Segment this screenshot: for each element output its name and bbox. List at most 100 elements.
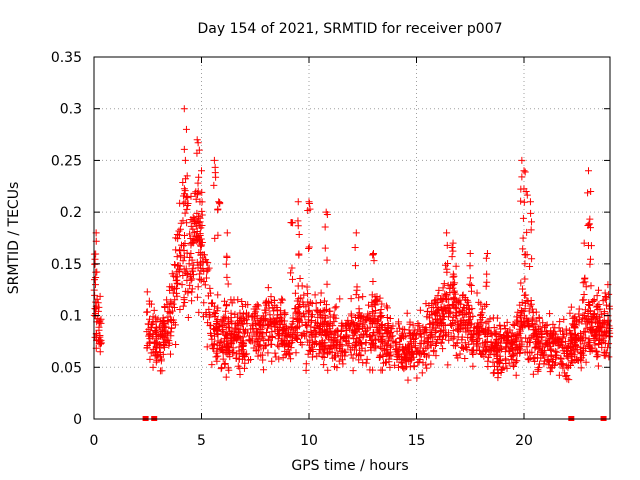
- data-point: [483, 332, 491, 340]
- data-point: [584, 338, 592, 346]
- data-point: [174, 235, 182, 243]
- data-point: [489, 358, 497, 366]
- data-point: [296, 303, 304, 311]
- data-point: [591, 310, 599, 318]
- data-point: [582, 283, 590, 291]
- data-point: [295, 322, 303, 330]
- data-point: [472, 340, 480, 348]
- data-point: [372, 307, 380, 315]
- data-point: [321, 223, 329, 231]
- data-point: [275, 355, 283, 363]
- data-point: [403, 350, 411, 358]
- data-point: [399, 329, 407, 337]
- data-point: [521, 168, 529, 176]
- data-point: [484, 357, 492, 365]
- data-point: [266, 318, 274, 326]
- data-point: [302, 303, 310, 311]
- data-point: [591, 341, 599, 349]
- data-point: [504, 328, 512, 336]
- data-point: [585, 167, 592, 175]
- data-point: [444, 259, 452, 267]
- data-point: [432, 324, 440, 332]
- data-point: [441, 304, 449, 312]
- data-point: [456, 350, 464, 358]
- data-point: [493, 336, 501, 344]
- data-point: [181, 187, 189, 195]
- data-point: [317, 331, 325, 339]
- data-point: [154, 333, 162, 341]
- data-point: [219, 347, 227, 355]
- data-point: [497, 366, 505, 374]
- data-point: [326, 325, 334, 333]
- data-point: [598, 343, 606, 351]
- data-point: [569, 336, 577, 344]
- data-point: [179, 302, 187, 310]
- data-point: [207, 331, 215, 339]
- data-point: [599, 297, 607, 305]
- data-point: [586, 301, 594, 309]
- data-point: [228, 337, 236, 345]
- data-point: [483, 250, 491, 258]
- data-point: [519, 214, 527, 222]
- y-tick-label: 0.15: [51, 257, 82, 273]
- data-point: [594, 305, 602, 313]
- data-point: [587, 282, 595, 290]
- y-tick-label: 0: [73, 412, 82, 428]
- data-point: [188, 275, 196, 283]
- data-point: [260, 316, 268, 324]
- data-point: [351, 341, 359, 349]
- data-point: [366, 317, 374, 325]
- data-point: [416, 356, 424, 364]
- data-point: [359, 324, 367, 332]
- data-point: [596, 313, 604, 321]
- data-point: [196, 270, 204, 278]
- data-point: [323, 256, 331, 264]
- data-point: [338, 356, 346, 364]
- data-point: [551, 338, 559, 346]
- data-point: [205, 264, 213, 272]
- data-point: [468, 337, 476, 345]
- data-point: [294, 303, 302, 311]
- data-point: [262, 299, 270, 307]
- data-point: [202, 274, 210, 282]
- data-point: [362, 338, 370, 346]
- data-point: [198, 167, 205, 175]
- data-point: [448, 253, 456, 261]
- data-point: [475, 334, 483, 342]
- data-point: [594, 351, 602, 359]
- data-point: [182, 175, 190, 183]
- data-point: [473, 323, 481, 331]
- data-point: [489, 369, 497, 377]
- data-point: [288, 323, 296, 331]
- data-point: [436, 328, 444, 336]
- data-point: [468, 349, 476, 357]
- data-point: [372, 296, 380, 304]
- data-point: [258, 332, 266, 340]
- data-point: [213, 349, 221, 357]
- y-axis-label: SRMTID / TECUs: [6, 182, 22, 295]
- data-point: [496, 346, 504, 354]
- data-point: [279, 340, 287, 348]
- data-point: [521, 275, 529, 283]
- data-point: [409, 330, 417, 338]
- data-point: [395, 363, 403, 371]
- data-point: [267, 322, 275, 330]
- data-point: [260, 366, 268, 374]
- data-point: [577, 364, 585, 372]
- data-point: [450, 272, 458, 280]
- data-point: [215, 342, 223, 350]
- data-point: [267, 293, 275, 301]
- data-point: [493, 362, 501, 370]
- data-point: [176, 225, 184, 233]
- data-point: [195, 173, 203, 181]
- data-point: [441, 290, 449, 298]
- data-point: [156, 348, 164, 356]
- data-point: [527, 226, 535, 234]
- data-point: [579, 279, 587, 287]
- data-point: [184, 313, 192, 321]
- data-point: [236, 364, 244, 372]
- data-point: [327, 341, 335, 349]
- data-point: [437, 327, 445, 335]
- data-point: [318, 343, 326, 351]
- data-point: [204, 319, 212, 327]
